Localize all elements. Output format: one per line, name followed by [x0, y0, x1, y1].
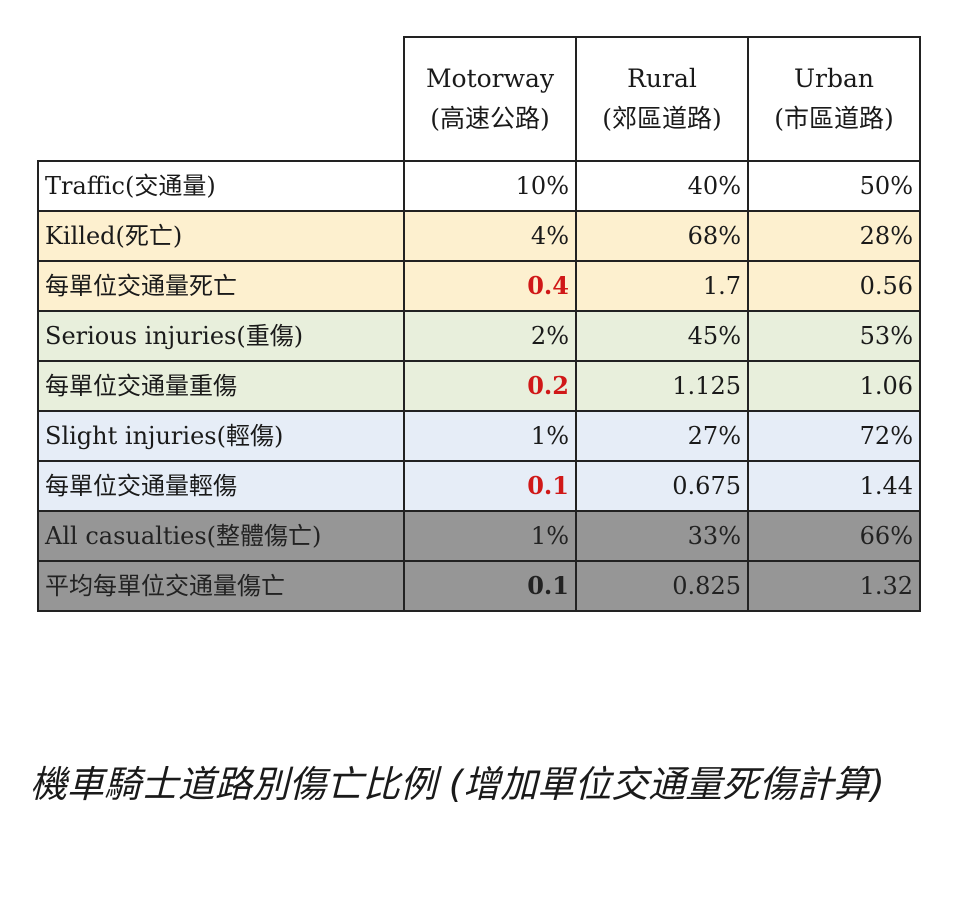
cell-urban: 50%: [747, 160, 921, 212]
row-label: 平均每單位交通量傷亡: [37, 560, 405, 612]
column-header-name: Urban: [793, 64, 875, 93]
cell-motorway: 1%: [403, 410, 577, 462]
row-label: Killed(死亡): [37, 210, 405, 262]
column-header-rural: Rural (郊區道路): [575, 36, 749, 162]
cell-rural: 27%: [575, 410, 749, 462]
cell-rural: 68%: [575, 210, 749, 262]
cell-urban: 53%: [747, 310, 921, 362]
cell-urban: 1.32: [747, 560, 921, 612]
row-label: All casualties(整體傷亡): [37, 510, 405, 562]
cell-urban: 66%: [747, 510, 921, 562]
table-row: 每單位交通量重傷 0.2 1.125 1.06: [37, 360, 921, 412]
cell-urban: 72%: [747, 410, 921, 462]
column-header-motorway: Motorway (高速公路): [403, 36, 577, 162]
table-row: 每單位交通量死亡 0.4 1.7 0.56: [37, 260, 921, 312]
table-row: Traffic(交通量) 10% 40% 50%: [37, 160, 921, 212]
row-label: Slight injuries(輕傷): [37, 410, 405, 462]
cell-rural: 45%: [575, 310, 749, 362]
table-row: 平均每單位交通量傷亡 0.1 0.825 1.32: [37, 560, 921, 612]
table-body: Motorway (高速公路) Rural (郊區道路) Urban (市區道路…: [37, 36, 921, 612]
row-label: Traffic(交通量): [37, 160, 405, 212]
row-label: Serious injuries(重傷): [37, 310, 405, 362]
cell-rural: 1.7: [575, 260, 749, 312]
column-header-name: Rural: [627, 64, 697, 93]
cell-motorway: 2%: [403, 310, 577, 362]
table-caption: 機車騎士道路別傷亡比例 (增加單位交通量死傷計算): [30, 763, 885, 806]
cell-motorway: 0.1: [403, 460, 577, 512]
column-header-sub: (高速公路): [430, 104, 550, 133]
cell-rural: 0.675: [575, 460, 749, 512]
cell-urban: 28%: [747, 210, 921, 262]
row-label: 每單位交通量重傷: [37, 360, 405, 412]
cell-motorway: 0.1: [403, 560, 577, 612]
cell-rural: 0.825: [575, 560, 749, 612]
column-header-sub: (郊區道路): [602, 104, 722, 133]
table-row: All casualties(整體傷亡) 1% 33% 66%: [37, 510, 921, 562]
column-header-name: Motorway: [425, 64, 555, 93]
cell-rural: 40%: [575, 160, 749, 212]
column-header-urban: Urban (市區道路): [747, 36, 921, 162]
cell-urban: 1.44: [747, 460, 921, 512]
casualty-table: Motorway (高速公路) Rural (郊區道路) Urban (市區道路…: [37, 36, 921, 612]
column-header-sub: (市區道路): [774, 104, 894, 133]
row-label: 每單位交通量死亡: [37, 260, 405, 312]
table-row: Serious injuries(重傷) 2% 45% 53%: [37, 310, 921, 362]
cell-motorway: 1%: [403, 510, 577, 562]
cell-urban: 0.56: [747, 260, 921, 312]
row-label: 每單位交通量輕傷: [37, 460, 405, 512]
cell-motorway: 4%: [403, 210, 577, 262]
cell-rural: 1.125: [575, 360, 749, 412]
cell-urban: 1.06: [747, 360, 921, 412]
table-row: Slight injuries(輕傷) 1% 27% 72%: [37, 410, 921, 462]
cell-motorway: 0.2: [403, 360, 577, 412]
cell-motorway: 0.4: [403, 260, 577, 312]
cell-rural: 33%: [575, 510, 749, 562]
cell-motorway: 10%: [403, 160, 577, 212]
header-corner: [38, 37, 404, 161]
header-row: Motorway (高速公路) Rural (郊區道路) Urban (市區道路…: [38, 36, 921, 162]
table-row: Killed(死亡) 4% 68% 28%: [37, 210, 921, 262]
table-row: 每單位交通量輕傷 0.1 0.675 1.44: [37, 460, 921, 512]
